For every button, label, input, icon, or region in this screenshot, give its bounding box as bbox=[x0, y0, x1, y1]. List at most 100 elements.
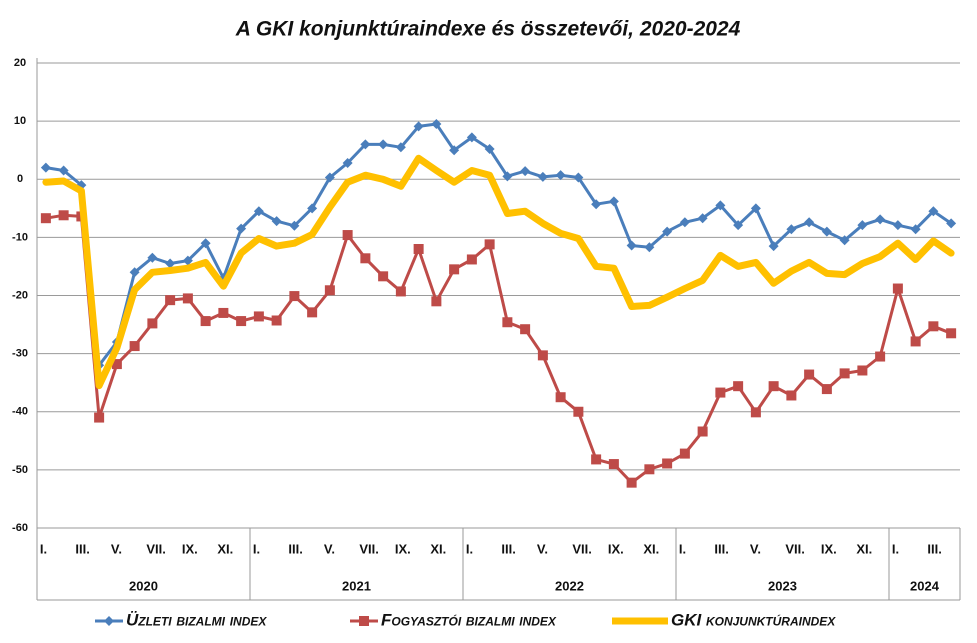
x-tick-label: I. bbox=[679, 541, 686, 556]
legend-label: Üzleti bizalmi index bbox=[126, 610, 267, 629]
series-line bbox=[44, 122, 953, 367]
point-marker bbox=[608, 196, 619, 207]
point-marker bbox=[147, 318, 158, 329]
point-marker bbox=[40, 213, 51, 224]
point-marker bbox=[413, 121, 424, 132]
point-marker bbox=[928, 321, 939, 332]
point-marker bbox=[697, 213, 708, 224]
x-tick-label: III. bbox=[501, 541, 515, 556]
point-marker bbox=[697, 426, 708, 437]
x-tick-label: V. bbox=[750, 541, 761, 556]
series-line bbox=[44, 213, 953, 485]
point-marker bbox=[253, 311, 264, 322]
point-marker bbox=[520, 166, 531, 177]
point-marker bbox=[182, 293, 193, 304]
point-marker bbox=[573, 172, 584, 183]
point-marker bbox=[342, 157, 353, 168]
point-marker bbox=[733, 220, 744, 231]
point-marker bbox=[786, 224, 797, 235]
point-marker bbox=[875, 351, 886, 362]
point-marker bbox=[662, 226, 673, 237]
point-marker bbox=[733, 381, 744, 392]
series-line bbox=[42, 154, 955, 390]
point-marker bbox=[626, 477, 637, 488]
point-marker bbox=[555, 170, 566, 181]
point-marker bbox=[892, 283, 903, 294]
x-tick-label: XI. bbox=[217, 541, 233, 556]
point-marker bbox=[857, 220, 868, 231]
x-tick-label: IX. bbox=[395, 541, 411, 556]
point-marker bbox=[750, 407, 761, 418]
point-marker bbox=[165, 295, 176, 306]
point-marker bbox=[200, 316, 211, 327]
point-marker bbox=[644, 464, 655, 475]
x-tick-label: XI. bbox=[856, 541, 872, 556]
y-tick-label: -30 bbox=[12, 348, 28, 360]
x-tick-label: IX. bbox=[821, 541, 837, 556]
point-marker bbox=[875, 214, 886, 225]
point-marker bbox=[58, 210, 69, 221]
point-marker bbox=[786, 390, 797, 401]
point-marker bbox=[466, 254, 477, 265]
legend-marker bbox=[104, 616, 114, 626]
group-label: 2020 bbox=[129, 578, 158, 593]
point-marker bbox=[253, 206, 264, 217]
y-tick-label: 10 bbox=[14, 115, 26, 127]
x-tick-label: XI. bbox=[643, 541, 659, 556]
point-marker bbox=[271, 315, 282, 326]
x-tick-label: I. bbox=[253, 541, 260, 556]
x-tick-label: V. bbox=[111, 541, 122, 556]
point-marker bbox=[58, 165, 69, 176]
x-tick-label: VII. bbox=[572, 541, 592, 556]
group-label: 2024 bbox=[910, 578, 940, 593]
point-marker bbox=[555, 392, 566, 403]
point-marker bbox=[537, 350, 548, 361]
point-marker bbox=[200, 238, 211, 249]
group-label: 2022 bbox=[555, 578, 584, 593]
point-marker bbox=[946, 218, 957, 229]
x-tick-label: I. bbox=[892, 541, 899, 556]
point-marker bbox=[182, 255, 193, 266]
point-marker bbox=[626, 240, 637, 251]
point-marker bbox=[768, 381, 779, 392]
legend-label: Fogyasztói bizalmi index bbox=[381, 610, 557, 629]
point-marker bbox=[395, 286, 406, 297]
point-marker bbox=[236, 316, 247, 327]
group-label: 2023 bbox=[768, 578, 797, 593]
point-marker bbox=[804, 217, 815, 228]
y-tick-label: -10 bbox=[12, 231, 28, 243]
point-marker bbox=[573, 406, 584, 417]
x-tick-label: III. bbox=[714, 541, 728, 556]
point-marker bbox=[910, 224, 921, 235]
point-marker bbox=[40, 162, 51, 173]
point-marker bbox=[928, 206, 939, 217]
x-tick-label: VII. bbox=[359, 541, 379, 556]
point-marker bbox=[821, 384, 832, 395]
x-tick-label: IX. bbox=[182, 541, 198, 556]
x-tick-label: III. bbox=[927, 541, 941, 556]
point-marker bbox=[129, 267, 140, 278]
point-marker bbox=[307, 203, 318, 214]
x-tick-label: V. bbox=[324, 541, 335, 556]
point-marker bbox=[324, 285, 335, 296]
point-marker bbox=[662, 458, 673, 469]
point-marker bbox=[129, 341, 140, 352]
point-marker bbox=[715, 200, 726, 211]
x-tick-label: VII. bbox=[146, 541, 166, 556]
point-marker bbox=[431, 119, 442, 130]
point-marker bbox=[591, 454, 602, 465]
point-marker bbox=[111, 359, 122, 370]
point-marker bbox=[307, 307, 318, 318]
x-tick-label: XI. bbox=[430, 541, 446, 556]
point-marker bbox=[857, 365, 868, 376]
point-marker bbox=[839, 235, 850, 246]
point-marker bbox=[378, 139, 389, 150]
point-marker bbox=[946, 328, 957, 339]
group-label: 2021 bbox=[342, 578, 371, 593]
point-marker bbox=[679, 448, 690, 459]
x-tick-label: V. bbox=[537, 541, 548, 556]
point-marker bbox=[236, 223, 247, 234]
point-marker bbox=[591, 199, 602, 210]
point-marker bbox=[520, 324, 531, 335]
